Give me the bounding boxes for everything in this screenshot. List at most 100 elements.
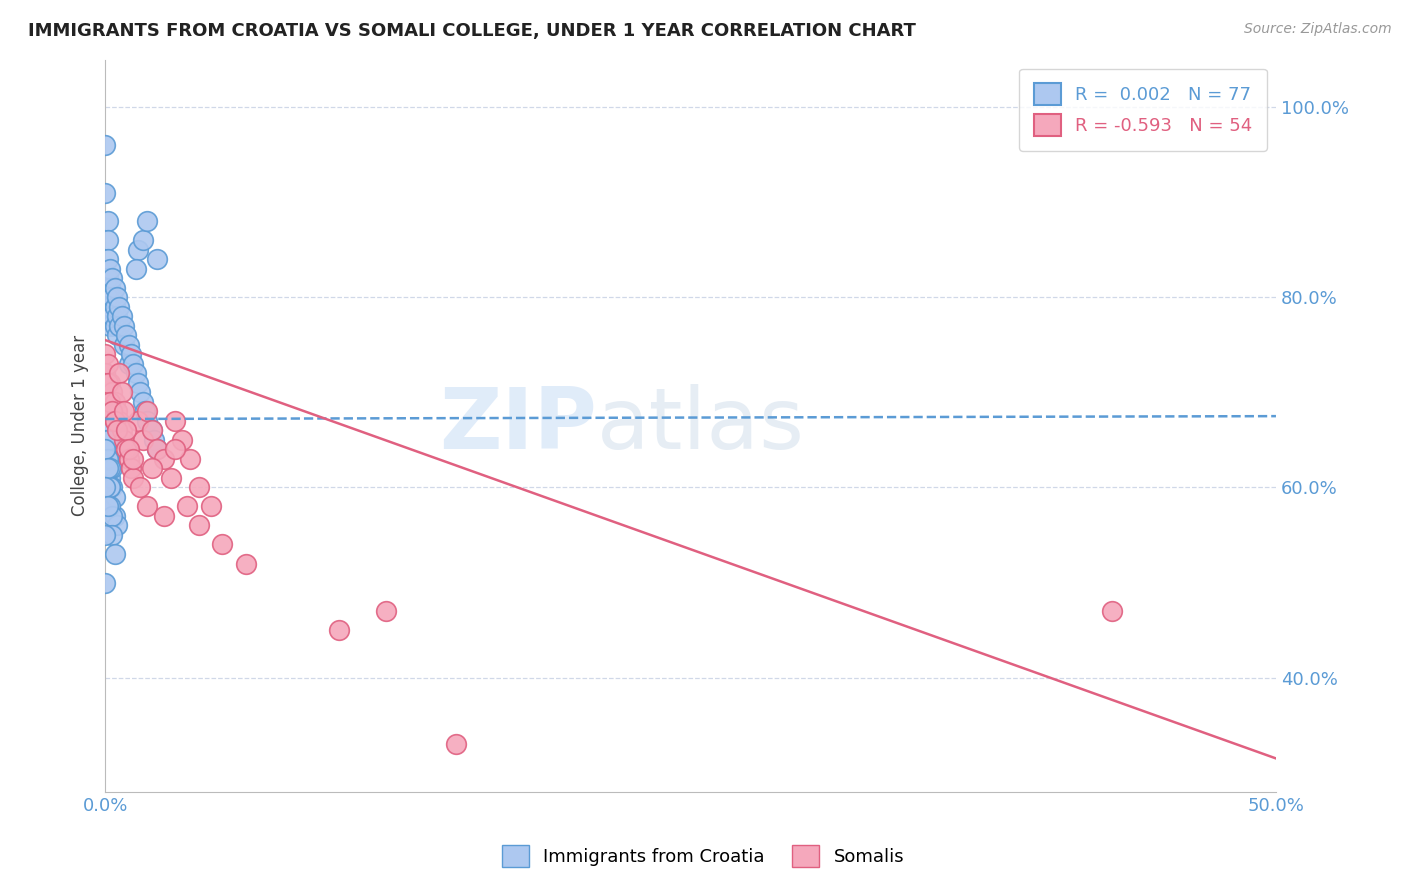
Point: [165, 442, 187, 457]
Point: [103, 395, 125, 409]
Point: [117, 357, 139, 371]
Point: [101, 404, 124, 418]
Point: [211, 537, 233, 551]
Point: [101, 528, 124, 542]
Point: [96, 385, 118, 400]
Point: [98, 480, 121, 494]
Point: [96, 357, 118, 371]
Point: [96, 424, 118, 438]
Point: [145, 252, 167, 267]
Point: [108, 414, 131, 428]
Point: [117, 442, 139, 457]
Point: [187, 518, 209, 533]
Legend: R =  0.002   N = 77, R = -0.593   N = 54: R = 0.002 N = 77, R = -0.593 N = 54: [1019, 69, 1267, 151]
Point: [127, 414, 149, 428]
Point: [98, 395, 121, 409]
Point: [96, 214, 118, 228]
Point: [101, 310, 124, 324]
Point: [120, 347, 142, 361]
Point: [94, 480, 117, 494]
Point: [122, 471, 145, 485]
Point: [96, 404, 118, 418]
Point: [136, 404, 159, 418]
Point: [136, 500, 159, 514]
Point: [159, 471, 181, 485]
Legend: Immigrants from Croatia, Somalis: Immigrants from Croatia, Somalis: [495, 838, 911, 874]
Point: [101, 480, 124, 494]
Point: [96, 376, 118, 390]
Point: [98, 300, 121, 314]
Point: [94, 138, 117, 153]
Point: [98, 500, 121, 514]
Point: [328, 623, 350, 637]
Point: [131, 433, 153, 447]
Point: [98, 318, 121, 333]
Point: [375, 604, 398, 618]
Point: [108, 300, 131, 314]
Point: [141, 461, 163, 475]
Point: [124, 367, 146, 381]
Point: [136, 414, 159, 428]
Point: [96, 290, 118, 304]
Point: [98, 461, 121, 475]
Point: [101, 404, 124, 418]
Point: [103, 547, 125, 561]
Point: [176, 500, 198, 514]
Point: [152, 451, 174, 466]
Point: [101, 508, 124, 523]
Point: [105, 424, 128, 438]
Point: [98, 480, 121, 494]
Point: [103, 300, 125, 314]
Point: [94, 186, 117, 200]
Point: [110, 385, 132, 400]
Point: [122, 357, 145, 371]
Point: [129, 480, 152, 494]
Point: [96, 252, 118, 267]
Y-axis label: College, Under 1 year: College, Under 1 year: [72, 335, 89, 516]
Point: [112, 404, 135, 418]
Point: [103, 508, 125, 523]
Point: [115, 424, 138, 438]
Point: [122, 451, 145, 466]
Point: [152, 508, 174, 523]
Point: [136, 214, 159, 228]
Point: [98, 471, 121, 485]
Point: [96, 433, 118, 447]
Point: [103, 318, 125, 333]
Point: [105, 328, 128, 343]
Point: [117, 338, 139, 352]
Point: [101, 290, 124, 304]
Text: IMMIGRANTS FROM CROATIA VS SOMALI COLLEGE, UNDER 1 YEAR CORRELATION CHART: IMMIGRANTS FROM CROATIA VS SOMALI COLLEG…: [28, 22, 915, 40]
Point: [446, 737, 468, 751]
Point: [120, 461, 142, 475]
Point: [141, 424, 163, 438]
Point: [131, 233, 153, 247]
Point: [96, 271, 118, 285]
Point: [141, 424, 163, 438]
Point: [129, 385, 152, 400]
Point: [96, 414, 118, 428]
Point: [143, 433, 166, 447]
Point: [96, 414, 118, 428]
Point: [96, 233, 118, 247]
Point: [110, 424, 132, 438]
Point: [96, 310, 118, 324]
Point: [98, 451, 121, 466]
Point: [105, 310, 128, 324]
Point: [145, 442, 167, 457]
Point: [94, 347, 117, 361]
Point: [179, 451, 201, 466]
Point: [165, 414, 187, 428]
Point: [115, 328, 138, 343]
Point: [94, 414, 117, 428]
Point: [110, 310, 132, 324]
Point: [94, 367, 117, 381]
Point: [105, 290, 128, 304]
Point: [108, 318, 131, 333]
Point: [94, 575, 117, 590]
Point: [115, 442, 138, 457]
Point: [103, 414, 125, 428]
Point: [145, 442, 167, 457]
Point: [117, 451, 139, 466]
Point: [94, 442, 117, 457]
